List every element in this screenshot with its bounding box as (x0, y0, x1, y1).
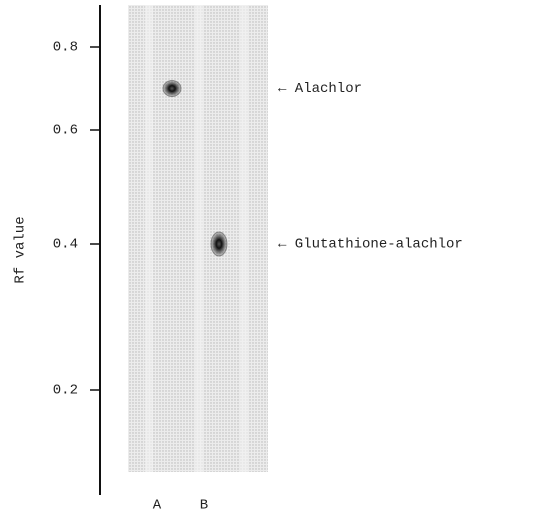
y-tick-label: 0.6 (53, 123, 78, 139)
plate-stripe (240, 5, 248, 472)
y-axis-label: Rf value (13, 216, 29, 283)
y-tick-label: 0.4 (53, 237, 78, 253)
x-tick-label: B (200, 498, 208, 514)
spot (210, 231, 228, 257)
plate-stripe (195, 5, 203, 472)
annotation: ← Alachlor (278, 81, 362, 97)
x-tick-label: A (153, 498, 162, 514)
y-tick-label: 0.8 (53, 40, 78, 56)
annotation: ← Glutathione-alachlor (278, 237, 463, 253)
plate-stripe (145, 5, 153, 472)
y-tick-label: 0.2 (53, 383, 78, 399)
spot (162, 80, 182, 97)
